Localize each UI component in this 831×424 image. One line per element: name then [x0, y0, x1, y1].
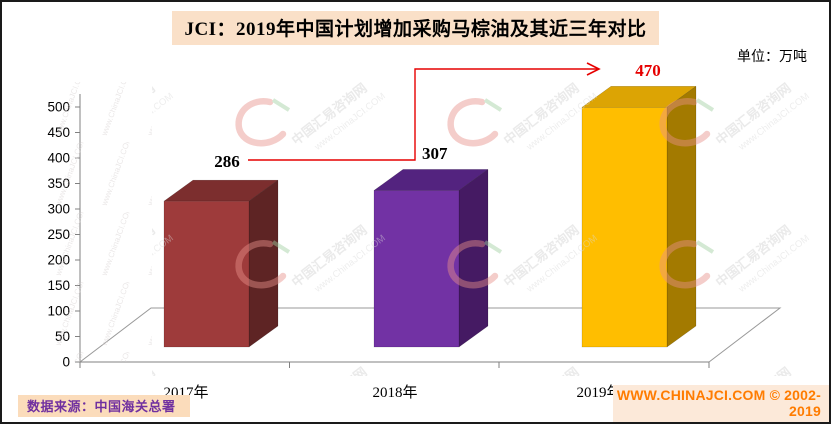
x-category-label: 2019年 [576, 384, 621, 401]
title-row: JCI：2019年中国计划增加采购马棕油及其近三年对比 [2, 11, 829, 45]
site-footer: WWW.CHINAJCI.COM © 2002-2019 [613, 385, 829, 422]
x-axis-ticks: 2017年 2018年 2019年 [163, 362, 710, 401]
watermark-layer [152, 58, 824, 376]
chart-title: JCI：2019年中国计划增加采购马棕油及其近三年对比 [172, 11, 659, 45]
x-category-label: 2018年 [372, 384, 417, 401]
data-source-label: 数据来源：中国海关总署 [18, 395, 190, 417]
watermark-layer-left [48, 82, 152, 362]
